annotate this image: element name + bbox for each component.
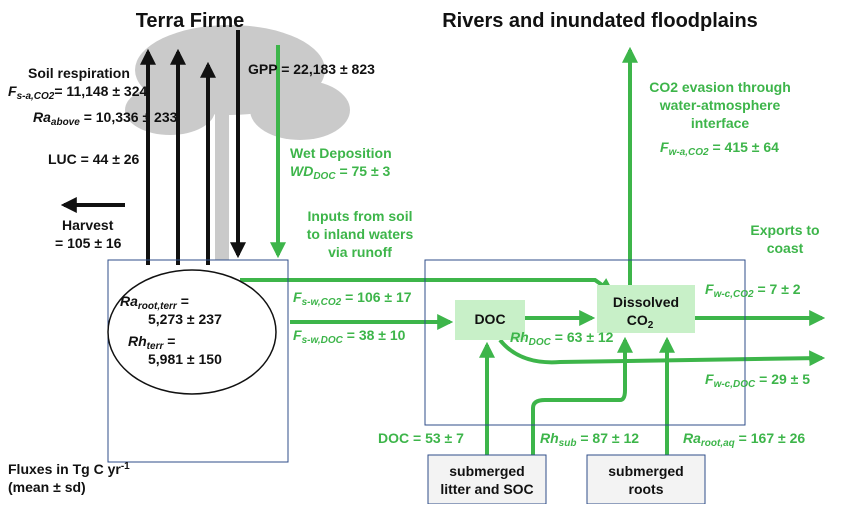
title: Rivers and inundated floodplains [442,10,758,32]
label: = 105 ± 16 [55,235,122,251]
sub: s-a,CO2 [17,91,55,102]
val: = 63 ± 12 [551,329,614,345]
label: 5,981 ± 150 [148,351,222,367]
label: Raabove = 10,336 ± 233 [33,109,178,128]
label: Exports to [750,222,819,238]
label: Wet Deposition [290,145,392,161]
label: Harvest [62,217,114,233]
sym: Ra [683,430,701,446]
val: = 10,336 ± 233 [80,109,178,125]
sym: Rh [128,333,147,349]
arrow [531,336,633,455]
co: CO [627,312,648,328]
label: Fs-w,CO2 = 106 ± 17 [293,289,412,308]
sub: root,terr [138,301,178,312]
sub: DOC [313,171,336,182]
river-box [424,259,746,426]
val: = 87 ± 12 [576,430,639,446]
dissolved-box [597,285,695,333]
label: Fw-c,CO2 = 7 ± 2 [705,281,801,300]
sub: s-w,CO2 [302,297,342,308]
terra-box [107,259,289,463]
label: Fw-a,CO2 = 415 ± 64 [660,139,779,158]
sub: 2 [648,320,654,331]
box-label: roots [629,481,664,497]
val: = 7 ± 2 [754,281,801,297]
label: Raroot,aq = 167 ± 26 [683,430,805,449]
val: = 415 ± 64 [709,139,780,155]
box-label: submerged [449,463,524,479]
sym: F [293,327,302,343]
label: interface [691,115,750,131]
label: Fs-w,DOC = 38 ± 10 [293,327,406,346]
label: water-atmosphere [659,97,781,113]
label: WDDOC = 75 ± 3 [290,163,391,182]
val: = 38 ± 10 [343,327,406,343]
legend-text: Fluxes in Tg C yr [8,461,121,477]
val: = [163,333,175,349]
label: coast [767,240,804,256]
doc-box [455,300,525,340]
arrow [498,338,826,367]
sym: WD [290,163,313,179]
sub: sub [559,438,577,449]
sym: Ra [120,293,138,309]
box-label: CO2 [627,312,654,331]
label: Rhterr = [128,333,175,352]
label: Rhsub = 87 ± 12 [540,430,639,449]
soil-ellipse [107,269,277,395]
val: = [177,293,189,309]
sub: s-w,DOC [302,335,344,346]
val: = 75 ± 3 [336,163,391,179]
legend: (mean ± sd) [8,479,86,495]
label: via runoff [328,244,392,260]
val: = 167 ± 26 [735,430,806,446]
label: Raroot,terr = [120,293,189,312]
sym: F [705,281,714,297]
title: Terra Firme [136,10,245,32]
box-label: DOC [474,311,505,327]
sym: Rh [510,329,529,345]
sub: above [51,117,80,128]
label: Fs-a,CO2= 11,148 ± 324 [8,83,148,102]
sub: root,aq [701,438,735,449]
litter-box [427,454,547,505]
sym: F [293,289,302,305]
label: to inland waters [307,226,414,242]
box-label: Dissolved [613,294,679,310]
arrows [60,30,826,455]
sub: w-c,DOC [714,379,756,390]
box-label: submerged [608,463,683,479]
label: Fw-c,DOC = 29 ± 5 [705,371,810,390]
label: Inputs from soil [308,208,413,224]
val: = 29 ± 5 [755,371,810,387]
box-label: litter and SOC [440,481,533,497]
sub: terr [147,341,165,352]
sym: Rh [540,430,559,446]
sym: F [8,83,17,99]
label: RhDOC = 63 ± 12 [510,329,614,348]
label: GPP = 22,183 ± 823 [248,61,375,77]
label: 5,273 ± 237 [148,311,222,327]
label: DOC = 53 ± 7 [378,430,464,446]
val: = 106 ± 17 [341,289,412,305]
sym: F [660,139,669,155]
val: = 11,148 ± 324 [54,83,147,99]
label: CO2 evasion through [649,79,791,95]
sub: w-c,CO2 [714,289,754,300]
label: LUC = 44 ± 26 [48,151,140,167]
sym: F [705,371,714,387]
sub: DOC [529,337,552,348]
sym: Ra [33,109,51,125]
sub: w-a,CO2 [669,147,709,158]
legend: Fluxes in Tg C yr-1 [8,461,130,477]
sup: -1 [121,461,130,472]
label: Soil respiration [28,65,130,81]
